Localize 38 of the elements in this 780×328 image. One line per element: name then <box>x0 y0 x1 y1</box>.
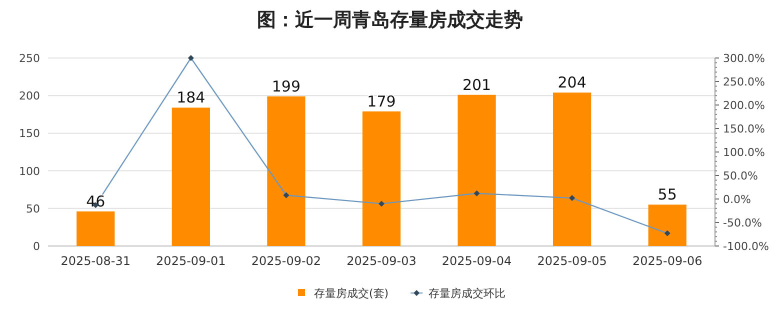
x-tick-label: 2025-09-03 <box>346 254 416 268</box>
y2-tick-label: 50.0% <box>723 170 758 182</box>
x-tick-label: 2025-08-31 <box>60 254 131 268</box>
data-label: 179 <box>367 92 396 110</box>
x-tick-label: 2025-09-02 <box>251 254 322 268</box>
y2-tick-label: 300.0% <box>723 52 765 65</box>
y-tick-label: 200 <box>19 90 40 103</box>
y-tick-label: 50 <box>26 202 40 216</box>
bar <box>553 92 592 246</box>
x-tick-label: 2025-09-05 <box>537 254 607 268</box>
legend-label: 存量房成交(套) <box>314 287 389 300</box>
chart-title: 图：近一周青岛存量房成交走势 <box>257 9 523 31</box>
data-label: 201 <box>462 76 492 94</box>
legend-label: 存量房成交环比 <box>428 287 506 300</box>
y2-tick-label: 0.0% <box>723 193 751 206</box>
y2-tick-label: -100.0% <box>723 240 769 253</box>
data-label: 204 <box>558 74 586 92</box>
y2-tick-label: -50.0% <box>723 216 762 230</box>
x-tick-label: 2025-09-06 <box>632 254 702 268</box>
bar <box>458 94 496 246</box>
y-tick-label: 250 <box>19 52 40 65</box>
y2-tick-label: 200.0% <box>723 99 765 112</box>
data-label: 199 <box>272 77 301 96</box>
bar <box>648 204 686 246</box>
bar <box>172 108 210 246</box>
bar <box>76 211 115 246</box>
y2-tick-label: 250.0% <box>723 76 765 88</box>
y-tick-label: 150 <box>19 127 40 140</box>
data-label: 184 <box>176 88 206 107</box>
x-tick-label: 2025-09-01 <box>156 254 226 268</box>
data-label: 55 <box>658 186 677 204</box>
y-tick-label: 100 <box>19 164 40 178</box>
x-tick-label: 2025-09-04 <box>442 254 512 268</box>
y2-tick-label: 100.0% <box>723 146 765 159</box>
y2-tick-label: 150.0% <box>723 122 765 136</box>
bar <box>362 111 401 246</box>
bar <box>267 96 306 246</box>
y-tick-label: 0 <box>33 240 40 253</box>
